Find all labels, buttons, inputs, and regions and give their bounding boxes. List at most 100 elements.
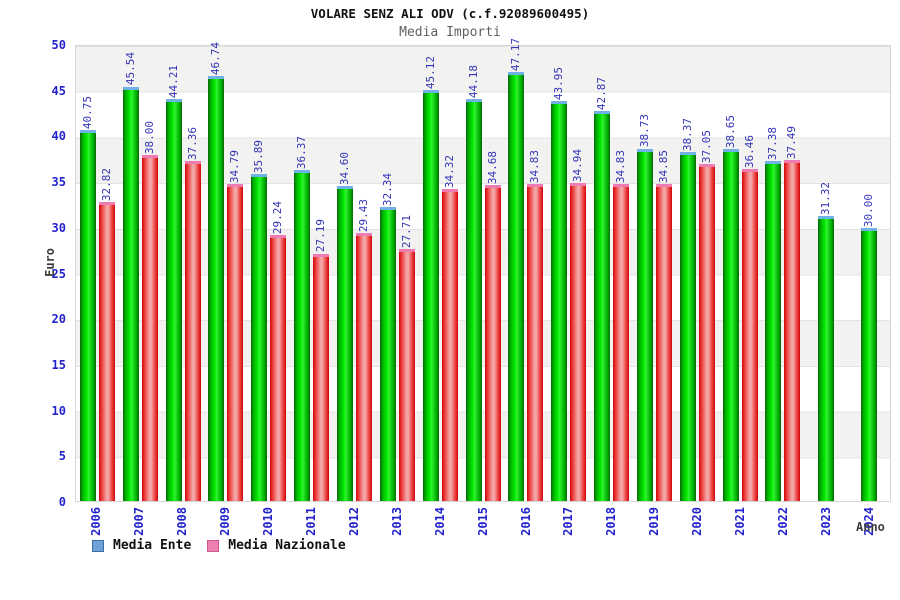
x-tick-cell: 2018: [590, 507, 633, 549]
legend-label-media-ente: Media Ente: [113, 538, 192, 553]
bar-pair: 32.34 27.71: [376, 46, 419, 501]
y-tick-label: 20: [51, 312, 66, 327]
legend: Media Ente Media Nazionale: [92, 538, 346, 553]
year-group: 44.18 34.68: [462, 46, 505, 501]
bar-value-label: 29.24: [271, 200, 285, 234]
y-tick-label: 5: [58, 449, 66, 464]
x-tick-cell: 2021: [719, 507, 762, 549]
bar-value-label: 45.12: [423, 56, 437, 90]
bar-value-label: 44.21: [166, 64, 180, 98]
year-label: 2009: [217, 507, 232, 536]
y-tick-label: 15: [51, 357, 66, 372]
year-group: 31.32: [804, 46, 847, 501]
bar-pair: 35.89 29.24: [247, 46, 290, 501]
bar-media-ente: 44.21: [165, 65, 182, 501]
bar-value-label: 38.73: [637, 114, 651, 148]
bar-media-nazionale: 38.00: [141, 121, 158, 501]
bar-media-nazionale: 34.83: [527, 150, 544, 501]
y-tick-label: 30: [51, 220, 66, 235]
bar-media-ente: 45.54: [122, 52, 139, 501]
bar-value-label: 29.43: [356, 199, 370, 233]
bar-media-nazionale: 37.05: [698, 130, 715, 501]
year-label: 2006: [88, 507, 103, 536]
year-group: 32.34 27.71: [376, 46, 419, 501]
bar-media-nazionale: 29.43: [355, 199, 372, 501]
bar-media-nazionale: 34.32: [441, 155, 458, 501]
bar-pair: 44.21 37.36: [162, 46, 205, 501]
bar-value-label: 32.82: [99, 168, 113, 202]
bar-media-ente: 38.65: [722, 115, 739, 501]
bar-value-label: 31.32: [818, 181, 832, 215]
year-group: 43.95 34.94: [547, 46, 590, 501]
bar-media-ente: 40.75: [79, 96, 96, 501]
year-label: 2015: [475, 507, 490, 536]
bar-value-label: 34.68: [485, 151, 499, 185]
y-tick-label: 25: [51, 266, 66, 281]
bar-value-label: 34.32: [442, 154, 456, 188]
bar-value-label: 38.65: [723, 115, 737, 149]
bar-value-label: 45.54: [123, 52, 137, 86]
bar-pair: 44.18 34.68: [462, 46, 505, 501]
year-group: 47.17 34.83: [504, 38, 547, 501]
year-group: 37.38 37.49: [762, 46, 805, 501]
bar-value-label: 44.18: [466, 64, 480, 98]
x-tick-cell: 2020: [676, 507, 719, 549]
bar-media-ente: 44.18: [465, 65, 482, 501]
year-group: 30.00: [847, 46, 890, 501]
y-tick-label: 45: [51, 83, 66, 98]
bar-media-nazionale: 32.82: [98, 168, 115, 501]
y-tick-label: 40: [51, 129, 66, 144]
bar-media-nazionale: 36.46: [741, 135, 758, 501]
legend-swatch-media-ente: [92, 539, 104, 552]
year-label: 2014: [432, 507, 447, 536]
bar-pair: 37.38 37.49: [762, 46, 805, 501]
bar-value-label: 36.46: [742, 135, 756, 169]
y-tick-label: 0: [58, 495, 66, 509]
bar-media-ente: 38.73: [636, 114, 653, 501]
bar-value-label: 40.75: [80, 96, 94, 130]
x-tick-cell: 2014: [419, 507, 462, 549]
bar-media-nazionale: 29.24: [270, 201, 287, 501]
y-tick-label: 10: [51, 403, 66, 418]
year-label: 2017: [561, 507, 576, 536]
bar-pair: 43.95 34.94: [547, 46, 590, 501]
bar-media-ente: 32.34: [379, 173, 396, 501]
bar-media-nazionale: 34.83: [613, 150, 630, 501]
year-group: 38.73 34.85: [633, 46, 676, 501]
year-group: 45.54 38.00: [119, 46, 162, 501]
year-label: 2010: [260, 507, 275, 536]
x-tick-cell: 2013: [376, 507, 419, 549]
bar-media-nazionale: 34.94: [570, 149, 587, 501]
bar-value-label: 36.37: [295, 135, 309, 170]
year-group: 35.89 29.24: [247, 46, 290, 501]
bar-media-nazionale: 34.79: [227, 150, 244, 501]
plot-area: 40.75 32.82 45.54 38.00 44.21 37.36 46.74 34.79…: [75, 38, 891, 502]
bar-value-label: 43.95: [552, 66, 566, 101]
bar-value-label: 34.60: [337, 152, 351, 186]
bar-media-ente: 42.87: [594, 77, 611, 501]
bar-pair: 45.54 38.00: [119, 46, 162, 501]
bar-pair: 34.60 29.43: [333, 46, 376, 501]
year-label: 2019: [647, 507, 662, 536]
bar-pair: 38.65 36.46: [719, 46, 762, 501]
bar-media-ente: 38.37: [679, 118, 696, 501]
bar-pair: 45.12 34.32: [419, 46, 462, 501]
bar-media-nazionale: 37.49: [784, 126, 801, 501]
bar-value-label: 27.19: [314, 219, 328, 253]
bar-pair: 42.87 34.83: [590, 46, 633, 501]
x-tick-cell: 2017: [547, 507, 590, 549]
chart-title: VOLARE SENZ ALI ODV (c.f.92089600495): [310, 6, 590, 21]
year-label: 2012: [346, 507, 361, 536]
year-group: 45.12 34.32: [419, 46, 462, 501]
year-label: 2016: [518, 507, 533, 536]
bar-media-nazionale: 34.85: [655, 150, 672, 501]
bar-pair: 36.37 27.19: [290, 46, 333, 501]
bar-value-label: 37.05: [699, 129, 713, 163]
year-label: 2018: [604, 507, 619, 536]
bar-pair: 38.37 37.05: [676, 46, 719, 501]
y-axis-tick-labels: 0 5 10 15 20 25 30 35 40 45 50: [0, 38, 66, 509]
x-tick-cell: 2016: [505, 507, 548, 549]
year-label: 2020: [690, 507, 705, 536]
chart-subtitle: Media Importi: [399, 25, 501, 40]
